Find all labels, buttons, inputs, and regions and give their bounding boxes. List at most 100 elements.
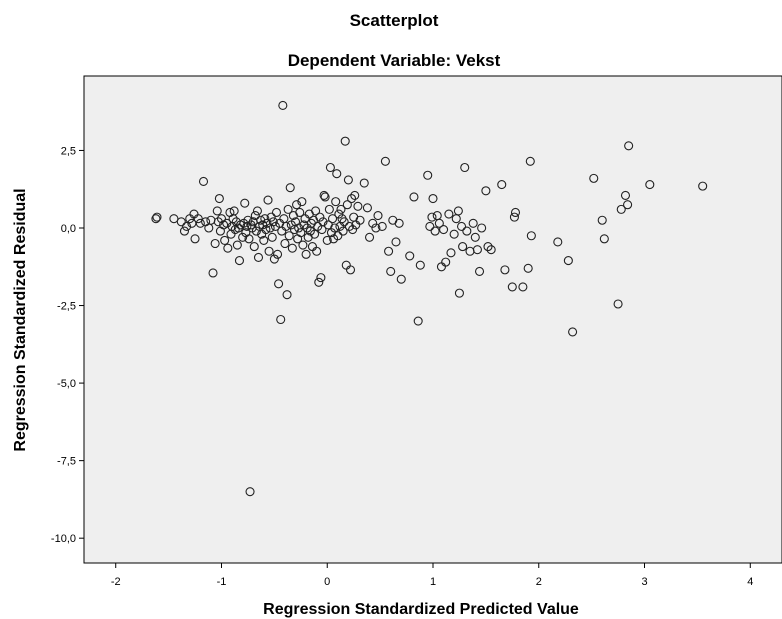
y-tick-label: 2,5 bbox=[61, 145, 76, 157]
y-tick-label: -2,5 bbox=[57, 301, 76, 313]
data-point bbox=[645, 180, 655, 190]
y-axis-label: Regression Standardized Residual bbox=[12, 188, 29, 451]
x-tick-label: 4 bbox=[747, 576, 753, 588]
data-point bbox=[274, 279, 284, 289]
data-point bbox=[413, 316, 423, 326]
data-point bbox=[152, 212, 162, 222]
data-point bbox=[311, 206, 321, 216]
data-point bbox=[195, 218, 205, 228]
data-point bbox=[462, 226, 472, 236]
y-tick-label: -5,0 bbox=[57, 378, 76, 390]
data-point bbox=[332, 169, 342, 179]
data-point bbox=[510, 207, 521, 218]
y-tick-label: -7,5 bbox=[57, 456, 76, 468]
data-point bbox=[193, 214, 203, 224]
x-axis: -2 -1 0 1 2 3 4 bbox=[111, 563, 753, 588]
data-point bbox=[523, 263, 533, 273]
data-point bbox=[457, 221, 467, 231]
data-point bbox=[253, 252, 264, 263]
data-point bbox=[343, 175, 353, 185]
data-point bbox=[507, 282, 517, 292]
data-point bbox=[261, 224, 271, 235]
data-point bbox=[310, 229, 320, 239]
x-tick-label: 0 bbox=[324, 576, 330, 588]
data-point bbox=[430, 226, 440, 236]
data-point bbox=[428, 193, 438, 204]
data-point bbox=[336, 204, 346, 214]
data-point bbox=[234, 256, 245, 266]
data-point bbox=[252, 206, 262, 216]
plot-area bbox=[83, 75, 782, 564]
data-point bbox=[444, 209, 454, 219]
data-point bbox=[391, 237, 401, 247]
data-point bbox=[405, 251, 415, 261]
data-point bbox=[264, 246, 274, 256]
data-point bbox=[320, 192, 330, 202]
data-point bbox=[262, 218, 272, 228]
data-point bbox=[472, 245, 482, 255]
data-point bbox=[251, 226, 261, 236]
data-point bbox=[526, 231, 536, 241]
data-point bbox=[477, 223, 487, 233]
data-point bbox=[249, 242, 259, 252]
data-point bbox=[458, 242, 468, 252]
data-point bbox=[345, 265, 356, 275]
data-point bbox=[347, 193, 357, 204]
data-point bbox=[296, 228, 306, 238]
data-point bbox=[266, 212, 276, 222]
data-point bbox=[371, 223, 381, 233]
data-point bbox=[280, 238, 290, 249]
data-point bbox=[312, 246, 322, 256]
data-point bbox=[315, 212, 325, 222]
data-point bbox=[500, 265, 510, 275]
data-point bbox=[272, 249, 283, 259]
data-point bbox=[616, 204, 626, 214]
data-point bbox=[318, 217, 328, 227]
data-point bbox=[441, 257, 451, 267]
data-point bbox=[190, 234, 200, 244]
data-point bbox=[208, 268, 218, 278]
data-point bbox=[481, 186, 491, 196]
data-point bbox=[698, 181, 708, 191]
data-point bbox=[295, 207, 305, 218]
data-point bbox=[182, 221, 192, 231]
data-point bbox=[284, 231, 294, 241]
data-point bbox=[624, 141, 634, 151]
x-tick-label: -2 bbox=[111, 576, 121, 588]
data-point bbox=[325, 162, 335, 173]
data-point bbox=[216, 214, 227, 224]
data-point bbox=[425, 221, 435, 231]
data-point bbox=[344, 221, 355, 231]
data-point bbox=[238, 232, 248, 242]
data-point bbox=[176, 217, 186, 227]
x-tick-label: 1 bbox=[430, 576, 436, 588]
data-point bbox=[314, 277, 324, 287]
data-point bbox=[292, 200, 302, 210]
data-point bbox=[589, 173, 599, 183]
data-point bbox=[446, 248, 456, 258]
data-point bbox=[340, 136, 350, 146]
chart-subtitle: Dependent Variable: Vekst bbox=[288, 51, 501, 70]
data-point bbox=[324, 204, 334, 214]
data-point bbox=[620, 190, 631, 200]
data-point bbox=[151, 214, 161, 224]
data-point bbox=[179, 226, 190, 236]
data-point bbox=[263, 195, 273, 205]
data-point bbox=[384, 246, 394, 256]
data-point bbox=[518, 282, 528, 292]
data-point bbox=[298, 240, 308, 250]
data-point bbox=[338, 226, 348, 236]
x-axis-label: Regression Standardized Predicted Value bbox=[263, 601, 579, 618]
data-point bbox=[353, 201, 363, 211]
data-point bbox=[276, 314, 286, 325]
data-point bbox=[259, 235, 269, 245]
data-points bbox=[151, 100, 708, 497]
data-point bbox=[260, 214, 270, 224]
x-tick-label: 2 bbox=[536, 576, 542, 588]
data-point bbox=[278, 100, 288, 111]
data-point bbox=[449, 229, 459, 239]
data-point bbox=[330, 223, 340, 233]
data-point bbox=[212, 206, 222, 216]
data-point bbox=[380, 156, 390, 166]
y-axis: 2,5 0,0 -2,5 -5,0 -7,5 -10,0 bbox=[51, 145, 84, 545]
